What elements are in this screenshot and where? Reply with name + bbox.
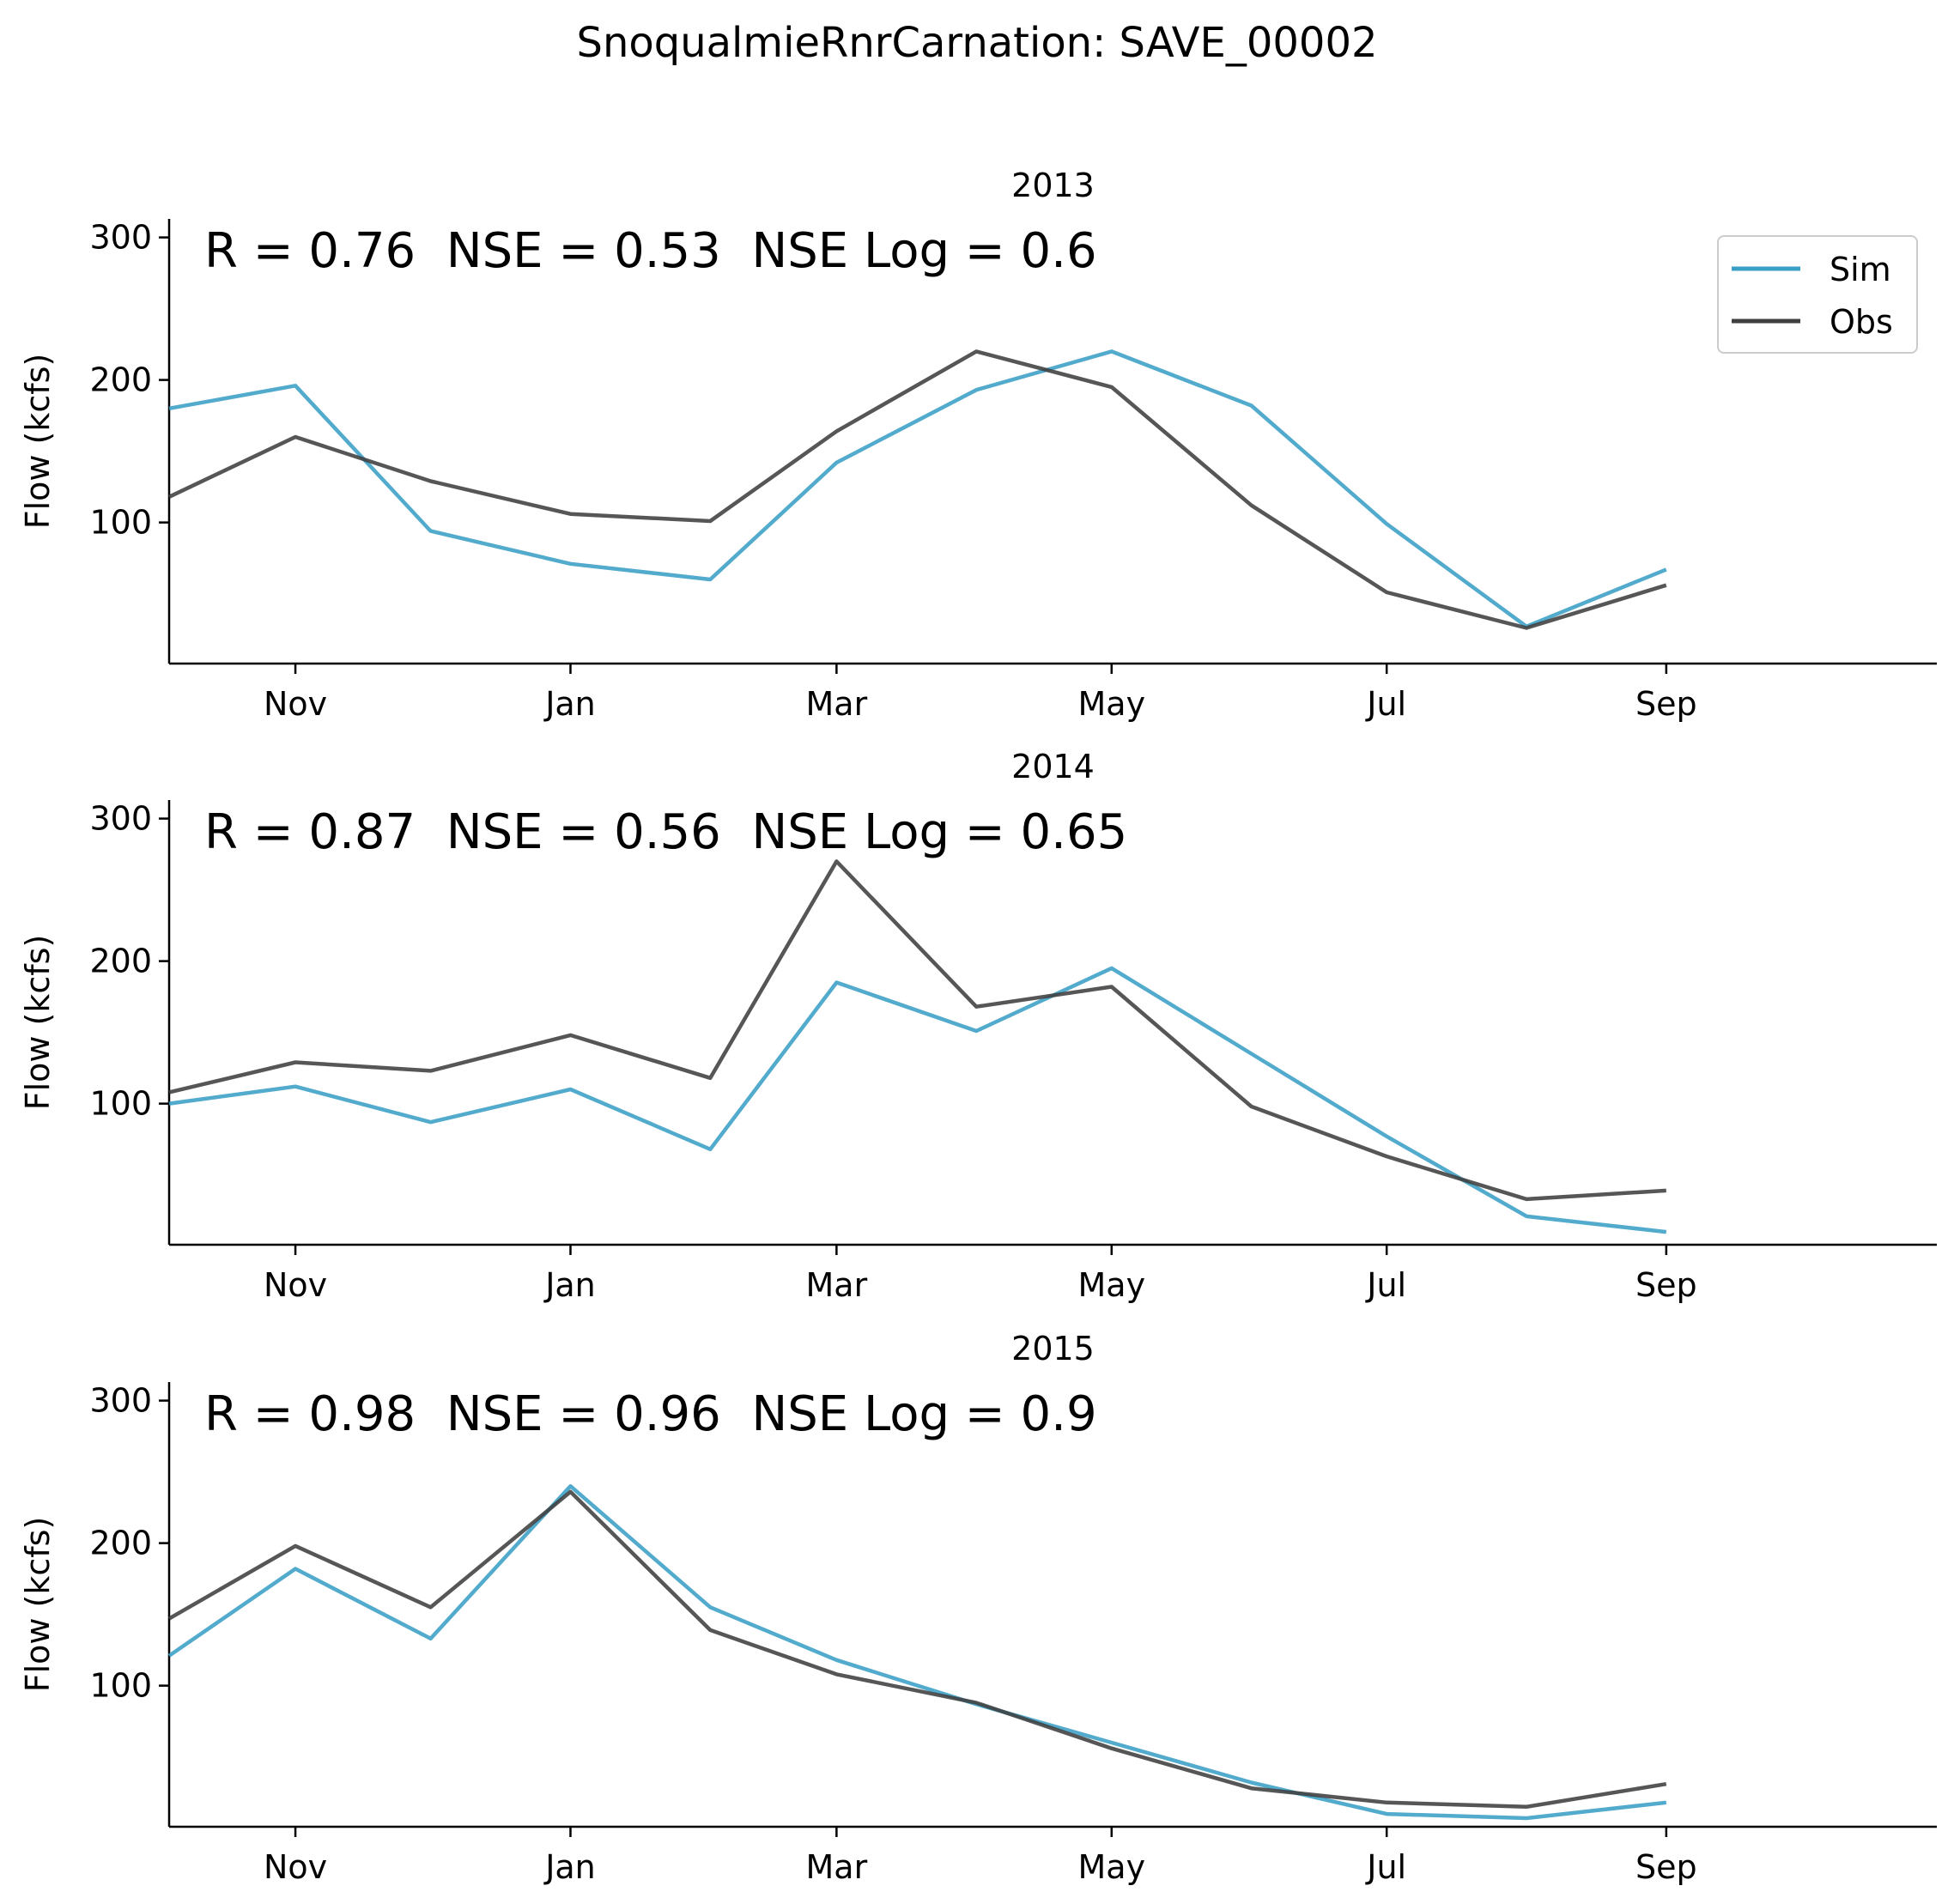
y-axis-label: Flow (kcfs) — [19, 935, 57, 1111]
subplot-title: 2013 — [1011, 167, 1095, 204]
y-tick-label: 300 — [89, 219, 152, 257]
x-tick-label: Nov — [264, 685, 327, 723]
subplot-title: 2015 — [1011, 1330, 1095, 1367]
y-tick-label: 300 — [89, 800, 152, 838]
x-tick-label: Nov — [264, 1266, 327, 1304]
legend-box — [1717, 235, 1918, 354]
y-tick-label: 100 — [89, 1085, 152, 1123]
y-tick-label: 100 — [89, 504, 152, 542]
legend-label-obs: Obs — [1830, 303, 1893, 341]
y-tick-label: 300 — [89, 1382, 152, 1420]
x-tick-label: Sep — [1635, 1848, 1697, 1886]
series-line-obs — [168, 349, 1667, 630]
y-tick-label: 200 — [89, 1525, 152, 1562]
x-tick-label: May — [1078, 1848, 1146, 1886]
series-line-sim — [168, 349, 1667, 629]
legend-label-sim: Sim — [1830, 251, 1891, 288]
x-tick-label: Mar — [806, 685, 868, 723]
x-tick-label: Jul — [1365, 1848, 1406, 1886]
y-axis-label: Flow (kcfs) — [19, 1517, 57, 1693]
x-tick-label: Jul — [1365, 1266, 1406, 1304]
x-tick-label: Jan — [543, 1848, 596, 1886]
x-tick-label: Nov — [264, 1848, 327, 1886]
stats-annotation: R = 0.98 NSE = 0.96 NSE Log = 0.9 — [204, 1386, 1097, 1442]
y-axis-label: Flow (kcfs) — [19, 354, 57, 530]
series-line-obs — [168, 859, 1666, 1202]
series-line-sim — [167, 1483, 1667, 1821]
x-tick-label: Mar — [806, 1848, 868, 1886]
stats-annotation: R = 0.87 NSE = 0.56 NSE Log = 0.65 — [204, 804, 1127, 860]
x-tick-label: Jan — [543, 685, 596, 723]
x-tick-label: Sep — [1635, 685, 1697, 723]
x-tick-label: May — [1078, 685, 1146, 723]
figure-title: SnoqualmieRnrCarnation: SAVE_00002 — [576, 19, 1378, 67]
x-tick-label: Jul — [1365, 685, 1406, 723]
series-line-obs — [167, 1489, 1667, 1810]
x-tick-label: May — [1078, 1266, 1146, 1304]
x-tick-label: Sep — [1635, 1266, 1697, 1304]
y-tick-label: 200 — [89, 361, 152, 399]
y-tick-label: 100 — [89, 1667, 152, 1705]
stats-annotation: R = 0.76 NSE = 0.53 NSE Log = 0.6 — [204, 223, 1097, 279]
x-tick-label: Jan — [543, 1266, 596, 1304]
x-tick-label: Mar — [806, 1266, 868, 1304]
series-line-sim — [168, 966, 1667, 1234]
y-tick-label: 200 — [89, 943, 152, 980]
subplot-title: 2014 — [1011, 748, 1095, 785]
